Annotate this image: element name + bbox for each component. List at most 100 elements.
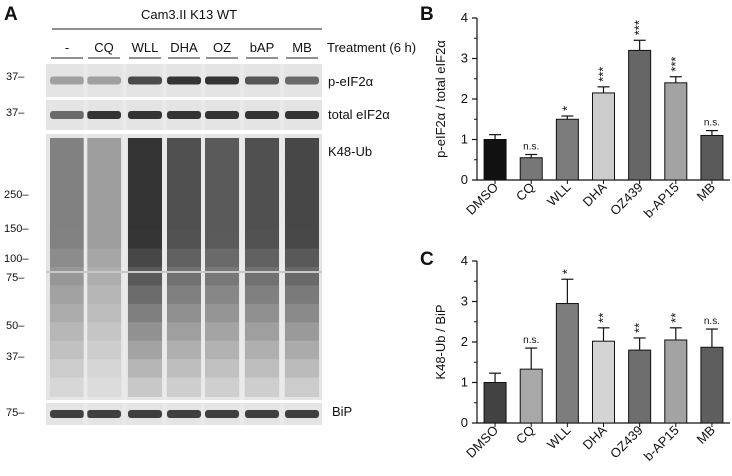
smear-seg-1-1 [87,156,121,176]
smear-seg-2-8 [128,285,162,305]
lane-gap-2-1 [122,134,127,400]
smear-seg-2-0 [128,138,162,158]
smear-seg-3-4 [167,211,201,232]
smear-seg-0-11 [50,340,84,361]
smear-seg-5-10 [245,322,279,342]
smear-seg-2-1 [128,156,162,176]
smear-seg-1-13 [87,377,121,397]
y-tick-label-3: 3 [461,51,468,66]
smear-seg-2-4 [128,211,162,232]
bar-MB [700,346,724,424]
significance-2: * [559,269,574,274]
smear-seg-4-0 [205,138,239,158]
smear-seg-6-10 [285,322,319,342]
blot-band-0-3 [167,76,201,85]
lane-gap-3-5 [280,403,284,425]
x-tick-label-0: DMSO [463,180,501,218]
smear-seg-4-7 [205,267,239,287]
blot-band-1-1 [87,111,121,119]
significance-2: * [559,106,574,111]
blot-band-0-5 [245,76,279,85]
western-blots [46,64,322,425]
lane-label-0: - [65,40,69,55]
smear-seg-5-11 [245,340,279,361]
smear-seg-4-11 [205,340,239,361]
blot-label-k48-ub: K48-Ub [328,144,372,159]
blot-label-p-eif2a: p-eIF2α [328,74,374,89]
smear-seg-3-2 [167,174,201,195]
smear-seg-5-8 [245,285,279,305]
smear-seg-2-9 [128,303,162,324]
lane-gap-2-2 [162,134,167,400]
lane-label-4: OZ [213,40,231,55]
smear-seg-5-6 [245,248,279,268]
smear-seg-6-8 [285,285,319,305]
lane-gap-0-0 [83,64,88,97]
lane-gap-1-3 [201,100,205,130]
lane-gap-0-1 [122,64,127,97]
smear-seg-1-3 [87,193,121,213]
smear-seg-3-8 [167,285,201,305]
smear-seg-5-1 [245,156,279,176]
cell-line-label: Cam3.II K13 WT [141,7,237,22]
smear-seg-6-7 [285,267,319,287]
y-tick-label-2: 2 [461,334,468,349]
smear-seg-5-12 [245,359,279,379]
bar-OZ439 [628,49,652,181]
mw-marker-150: 150– [4,223,29,235]
x-tick-label-2: WLL [544,423,574,453]
y-tick-label-4: 4 [461,10,468,25]
blot-band-0-4 [205,76,239,85]
smear-seg-6-11 [285,340,319,361]
smear-seg-0-8 [50,285,84,305]
smear-seg-3-12 [167,359,201,379]
smear-seg-1-6 [87,248,121,268]
blot-band-3-4 [205,410,239,418]
smear-seg-1-10 [87,322,121,342]
blot-band-1-0 [50,111,84,119]
smear-seg-2-7 [128,267,162,287]
smear-seg-5-13 [245,377,279,397]
smear-seg-4-8 [205,285,239,305]
x-tick-label-4: OZ439 [607,423,646,462]
bar-MB [700,134,724,181]
lane-gap-2-3 [201,134,205,400]
lane-gap-0-3 [201,64,205,97]
smear-seg-0-12 [50,359,84,379]
smear-seg-1-11 [87,340,121,361]
x-tick-label-5: b-AP15 [641,180,682,221]
smear-seg-0-13 [50,377,84,397]
bar-b-AP15 [664,82,688,181]
lane-gap-0-5 [280,64,284,97]
blot-band-0-6 [285,76,319,85]
y-tick-label-4: 4 [461,253,468,268]
x-tick-label-3: DHA [580,179,610,209]
lane-gap-3-0 [83,403,88,425]
smear-seg-2-3 [128,193,162,213]
smear-seg-5-5 [245,230,279,250]
smear-seg-6-5 [285,230,319,250]
blot-band-3-2 [128,410,162,418]
y-tick-label-3: 3 [461,294,468,309]
y-tick-label-1: 1 [461,375,468,390]
lane-label-3: DHA [170,40,198,55]
smear-seg-3-9 [167,303,201,324]
smear-seg-6-13 [285,377,319,397]
bar-b-AP15 [664,339,688,424]
smear-seg-4-9 [205,303,239,324]
smear-seg-3-3 [167,193,201,213]
smear-seg-0-7 [50,267,84,287]
smear-seg-4-13 [205,377,239,397]
x-tick-label-3: DHA [580,422,610,452]
treatment-label: Treatment (6 h) [327,40,416,55]
lane-label-1: CQ [94,40,114,55]
lane-gap-2-4 [240,134,244,400]
bar-WLL [555,118,579,181]
blot-band-1-2 [128,111,162,119]
y-axis-label: p-eIF2α / total eIF2α [433,40,448,158]
smear-seg-5-9 [245,303,279,324]
blot-band-3-0 [50,410,84,418]
blot-band-1-6 [285,111,319,119]
smear-seg-1-7 [87,267,121,287]
x-tick-label-4: OZ439 [607,180,646,219]
